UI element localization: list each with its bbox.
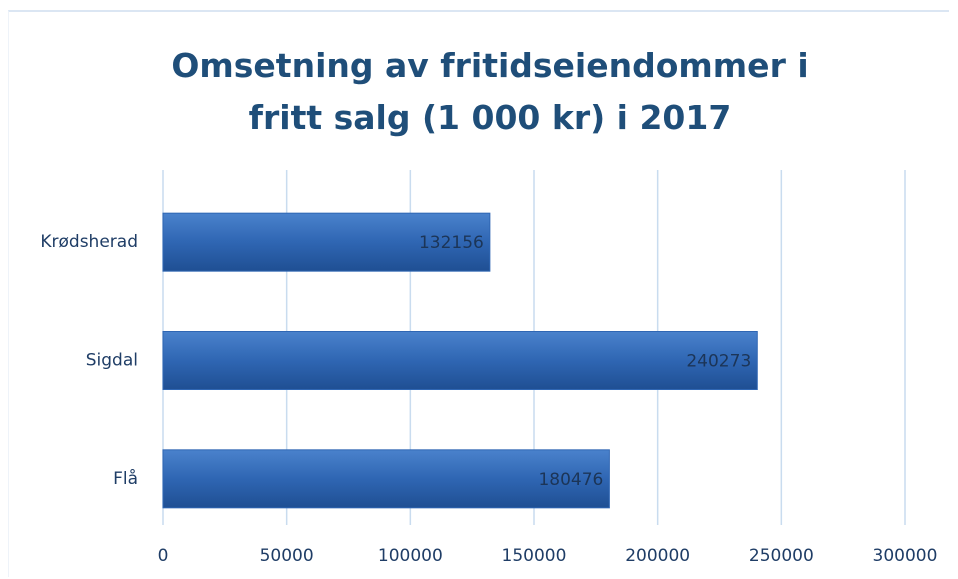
- x-tick-label: 100000: [378, 546, 443, 566]
- data-label: 240273: [686, 352, 751, 372]
- y-tick-label: Sigdal: [86, 351, 138, 371]
- chart-title: Omsetning av fritidseiendommer i fritt s…: [171, 46, 809, 137]
- y-tick-label: Krødsherad: [40, 232, 138, 252]
- chart-frame: [8, 10, 949, 577]
- x-tick-label: 300000: [873, 546, 938, 566]
- x-tick-label: 0: [158, 546, 169, 566]
- data-label: 180476: [538, 470, 603, 490]
- y-tick-label: Flå: [113, 468, 138, 489]
- x-tick-label: 200000: [625, 546, 690, 566]
- bar: [162, 212, 491, 272]
- x-tick-label: 250000: [749, 546, 814, 566]
- x-tick-label: 50000: [260, 546, 314, 566]
- x-tick-label: 150000: [502, 546, 567, 566]
- bar: [162, 331, 758, 390]
- data-label: 132156: [419, 233, 484, 253]
- bar: [162, 449, 610, 509]
